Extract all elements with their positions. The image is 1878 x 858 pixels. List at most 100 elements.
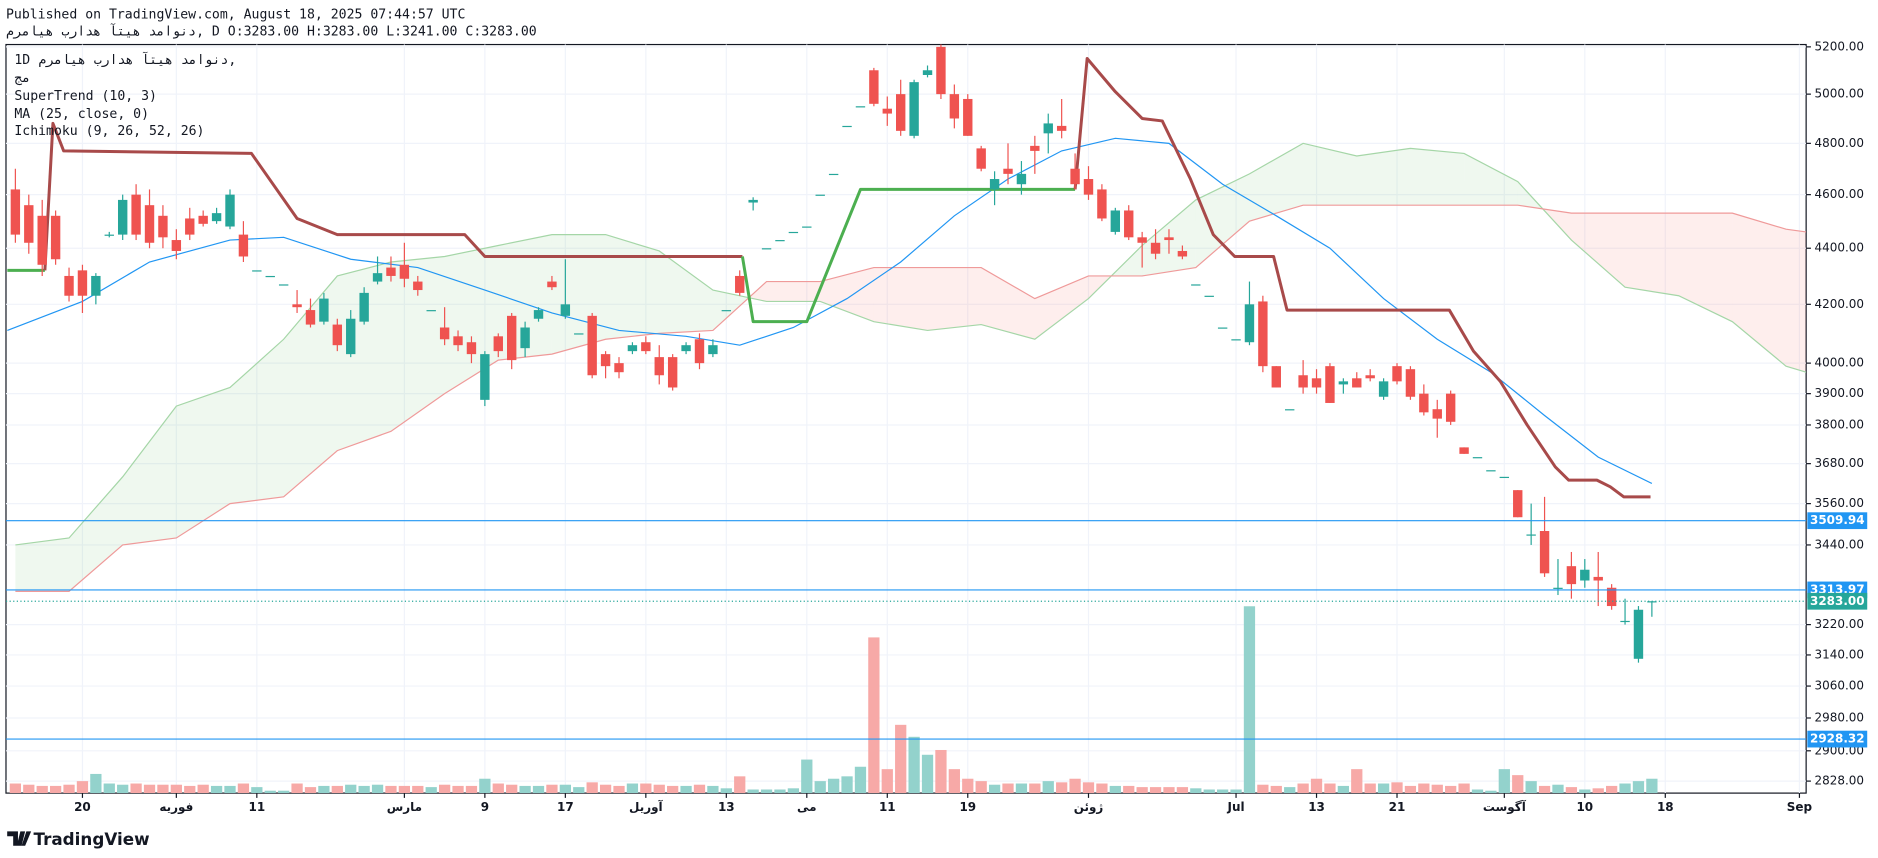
- volume-bar: [1337, 785, 1349, 794]
- candle-body: [963, 98, 973, 136]
- volume-bar: [1377, 783, 1390, 794]
- candle-body: [185, 218, 195, 235]
- legend-ma: MA (25, close, 0): [14, 107, 149, 122]
- candle-body: [1137, 237, 1147, 243]
- candle-body: [1244, 304, 1255, 343]
- volume-bar: [1136, 787, 1148, 794]
- volume-bar: [358, 785, 370, 794]
- candle-body: [1606, 587, 1617, 607]
- volume-bar: [814, 781, 826, 794]
- volume-bar: [1109, 785, 1121, 794]
- y-tick-label: 4200.00: [1815, 297, 1865, 311]
- volume-bar: [90, 773, 102, 794]
- volume-bar: [774, 789, 786, 794]
- candle-body: [1271, 366, 1281, 388]
- volume-bar: [1123, 785, 1135, 794]
- legend-supertrend: SuperTrend (10, 3): [14, 89, 157, 104]
- brand: TradingView: [7, 829, 150, 849]
- volume-bar: [559, 784, 571, 794]
- volume-bar: [760, 789, 773, 794]
- volume-bar: [1525, 781, 1537, 794]
- volume-bar: [1203, 789, 1215, 794]
- volume-bar: [1216, 789, 1229, 794]
- candle-body: [828, 173, 839, 176]
- candle-body: [587, 315, 597, 376]
- candle-body: [50, 215, 61, 260]
- candle-body: [1030, 145, 1040, 151]
- cloud: [873, 267, 928, 331]
- candle-body: [1553, 587, 1563, 589]
- price-line-label: 2928.32: [1810, 732, 1865, 746]
- candle-body: [735, 275, 745, 293]
- candle-body: [1539, 531, 1550, 574]
- volume-bar: [801, 759, 813, 794]
- candle-body: [332, 324, 343, 346]
- volume-bar: [1163, 787, 1175, 794]
- volume-bar: [975, 781, 987, 794]
- cloud: [1678, 213, 1733, 322]
- volume-bar: [613, 785, 625, 794]
- candle-body: [909, 82, 919, 136]
- volume-bar: [841, 776, 853, 794]
- volume-bar: [868, 637, 880, 794]
- candle-body: [1056, 125, 1067, 131]
- candle-body: [922, 70, 933, 75]
- candle-body: [600, 354, 611, 367]
- y-tick-label: 2828.00: [1815, 774, 1865, 788]
- volume-bar: [210, 785, 223, 794]
- y-tick-label: 3440.00: [1815, 537, 1865, 551]
- cloud: [1195, 173, 1250, 268]
- candle-body: [1647, 601, 1657, 603]
- x-tick-label: 9: [481, 800, 489, 814]
- volume-bar: [1512, 775, 1524, 794]
- candle-body: [158, 215, 168, 238]
- x-tick-label: Jul: [1227, 800, 1245, 814]
- volume-bar: [1418, 783, 1430, 794]
- y-tick-label: 5000.00: [1815, 87, 1865, 101]
- candle-body: [1338, 381, 1349, 385]
- volume-bar: [1632, 781, 1645, 794]
- volume-bar: [519, 785, 531, 794]
- candle-body: [480, 354, 490, 400]
- x-tick-label: 11: [879, 800, 896, 814]
- candle-body: [1124, 210, 1134, 238]
- volume-bar: [908, 736, 920, 794]
- supertrend-line: [1073, 57, 1651, 499]
- volume-bar: [640, 783, 652, 794]
- candle-body: [560, 304, 571, 316]
- volume-bar: [1310, 778, 1323, 794]
- brand-name: TradingView: [34, 829, 150, 849]
- cloud: [1249, 143, 1304, 222]
- candle-body: [949, 94, 960, 119]
- candle-body: [1352, 378, 1362, 388]
- legend-interval: 1D: [14, 53, 30, 68]
- cloud: [1786, 229, 1807, 373]
- volume-bar: [1565, 787, 1578, 794]
- cloud: [283, 275, 338, 497]
- volume-bar: [36, 785, 48, 794]
- y-tick-label: 3220.00: [1815, 617, 1865, 631]
- volume-bar: [586, 782, 598, 794]
- y-tick-label: 4000.00: [1815, 356, 1865, 370]
- volume-bar: [1391, 782, 1403, 794]
- candle-body: [1204, 295, 1214, 297]
- candle-body: [1285, 409, 1295, 411]
- candle-body: [278, 284, 289, 286]
- volume-bar: [264, 790, 276, 794]
- volume-bar: [626, 783, 639, 794]
- candle-body: [10, 189, 21, 235]
- candle-body: [225, 194, 235, 227]
- candle-body: [842, 125, 852, 128]
- candle-body: [1378, 381, 1389, 397]
- symbol-line: دنوامد هیتآ هدارب هیامرم, D O:3283.00 H:…: [6, 22, 537, 39]
- supertrend-line: [740, 187, 1076, 324]
- candle-body: [1325, 366, 1335, 403]
- x-tick-label: مارس: [387, 800, 422, 814]
- cloud: [659, 250, 713, 334]
- volume-bar: [1579, 789, 1591, 794]
- volume-bar: [9, 783, 22, 794]
- candle-body: [292, 304, 302, 308]
- cloud: [1464, 153, 1518, 206]
- volume-bar: [573, 787, 585, 794]
- cloud: [605, 234, 660, 340]
